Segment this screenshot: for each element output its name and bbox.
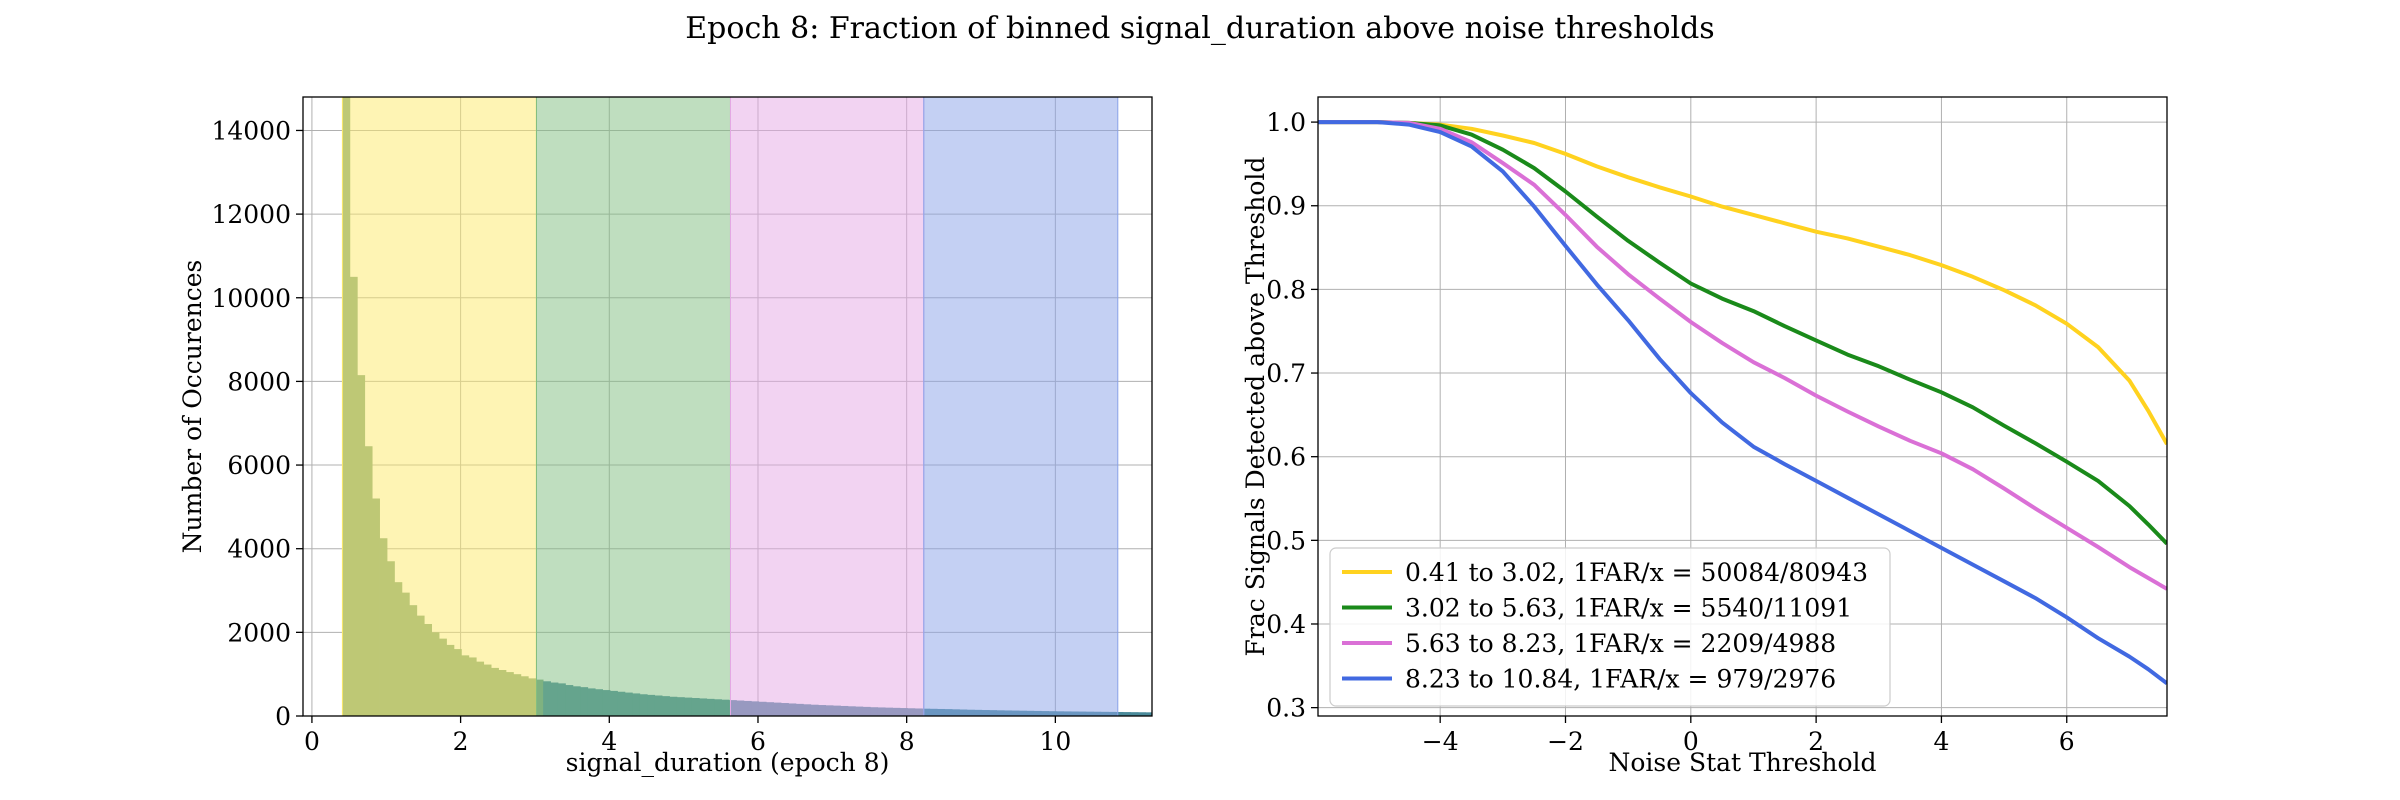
x-tick-label: 8: [899, 727, 915, 756]
series-line: [1318, 120, 2167, 546]
x-tick-label: 4: [1933, 727, 1949, 756]
y-tick-label: 14000: [211, 116, 291, 145]
x-tick-label: 0: [304, 727, 320, 756]
y-tick-label: 2000: [227, 618, 291, 647]
range-band: [730, 97, 924, 716]
y-tick-label: 0.9: [1266, 192, 1306, 221]
histogram-plot-area: [303, 97, 1152, 716]
histogram-bar: [1137, 712, 1146, 716]
legend-box: [1329, 547, 1891, 707]
y-tick-label: 0.8: [1266, 275, 1306, 304]
y-tick-label: 8000: [227, 367, 291, 396]
figure-title: Epoch 8: Fraction of binned signal_durat…: [685, 11, 1714, 46]
legend-label: 0.41 to 3.02, 1FAR/x = 50084/80943: [1405, 558, 1868, 587]
y-axis-label: Frac Signals Detected above Threshold: [1241, 157, 1270, 657]
y-tick-label: 12000: [211, 200, 291, 229]
range-band: [923, 97, 1118, 716]
histogram-chart: 0 2 4 6 8 10 0 2000 4000 6000 8000 10000 12000 14000 s…: [178, 96, 1153, 777]
plot-frame: [302, 96, 1153, 717]
y-axis-label: Number of Occurences: [178, 260, 207, 554]
x-tick-label: 10: [1039, 727, 1071, 756]
histogram-bar: [1115, 711, 1124, 716]
y-tick-label: 10000: [211, 284, 291, 313]
histogram-bar: [1123, 712, 1131, 716]
x-tick-label: 6: [2059, 727, 2075, 756]
range-band: [536, 97, 731, 716]
legend: 0.41 to 3.02, 1FAR/x = 50084/80943 3.02 t…: [1329, 547, 1891, 707]
x-tick-label: 2: [453, 727, 469, 756]
y-tick-label: 0.5: [1266, 526, 1306, 555]
y-tick-label: 1.0: [1266, 108, 1306, 137]
x-tick-label: 6: [750, 727, 766, 756]
series-line: [1318, 120, 2167, 591]
legend-label: 5.63 to 8.23, 1FAR/x = 2209/4988: [1405, 629, 1836, 658]
x-axis-label: signal_duration (epoch 8): [566, 748, 890, 777]
x-tick-label: 2: [1808, 727, 1824, 756]
legend-label: 8.23 to 10.84, 1FAR/x = 979/2976: [1405, 665, 1836, 694]
y-tick-label: 6000: [227, 451, 291, 480]
y-tick-label: 0.3: [1266, 694, 1306, 723]
legend-label: 3.02 to 5.63, 1FAR/x = 5540/11091: [1405, 594, 1852, 623]
plot-frame: [1317, 96, 2168, 717]
x-tick-label: −4: [1422, 727, 1459, 756]
y-tick-label: 4000: [227, 535, 291, 564]
x-axis-label: Noise Stat Threshold: [1608, 748, 1876, 777]
range-band: [342, 97, 537, 716]
series-line: [1318, 120, 2167, 446]
y-tick-label: 0.4: [1266, 610, 1306, 639]
x-tick-label: 0: [1683, 727, 1699, 756]
histogram-bar: [1130, 712, 1139, 716]
y-tick-label: 0.6: [1266, 443, 1306, 472]
x-tick-label: −2: [1547, 727, 1584, 756]
y-tick-label: 0.7: [1266, 359, 1306, 388]
y-tick-label: 0: [275, 702, 291, 731]
x-tick-label: 4: [601, 727, 617, 756]
series-line: [1318, 120, 2167, 685]
histogram-bar: [1145, 712, 1152, 716]
line-chart: −4 −2 0 2 4 6 0.3 0.4 0.5 0.6 0.7 0.8 0.9 1.0 Noise St…: [1241, 96, 2168, 777]
